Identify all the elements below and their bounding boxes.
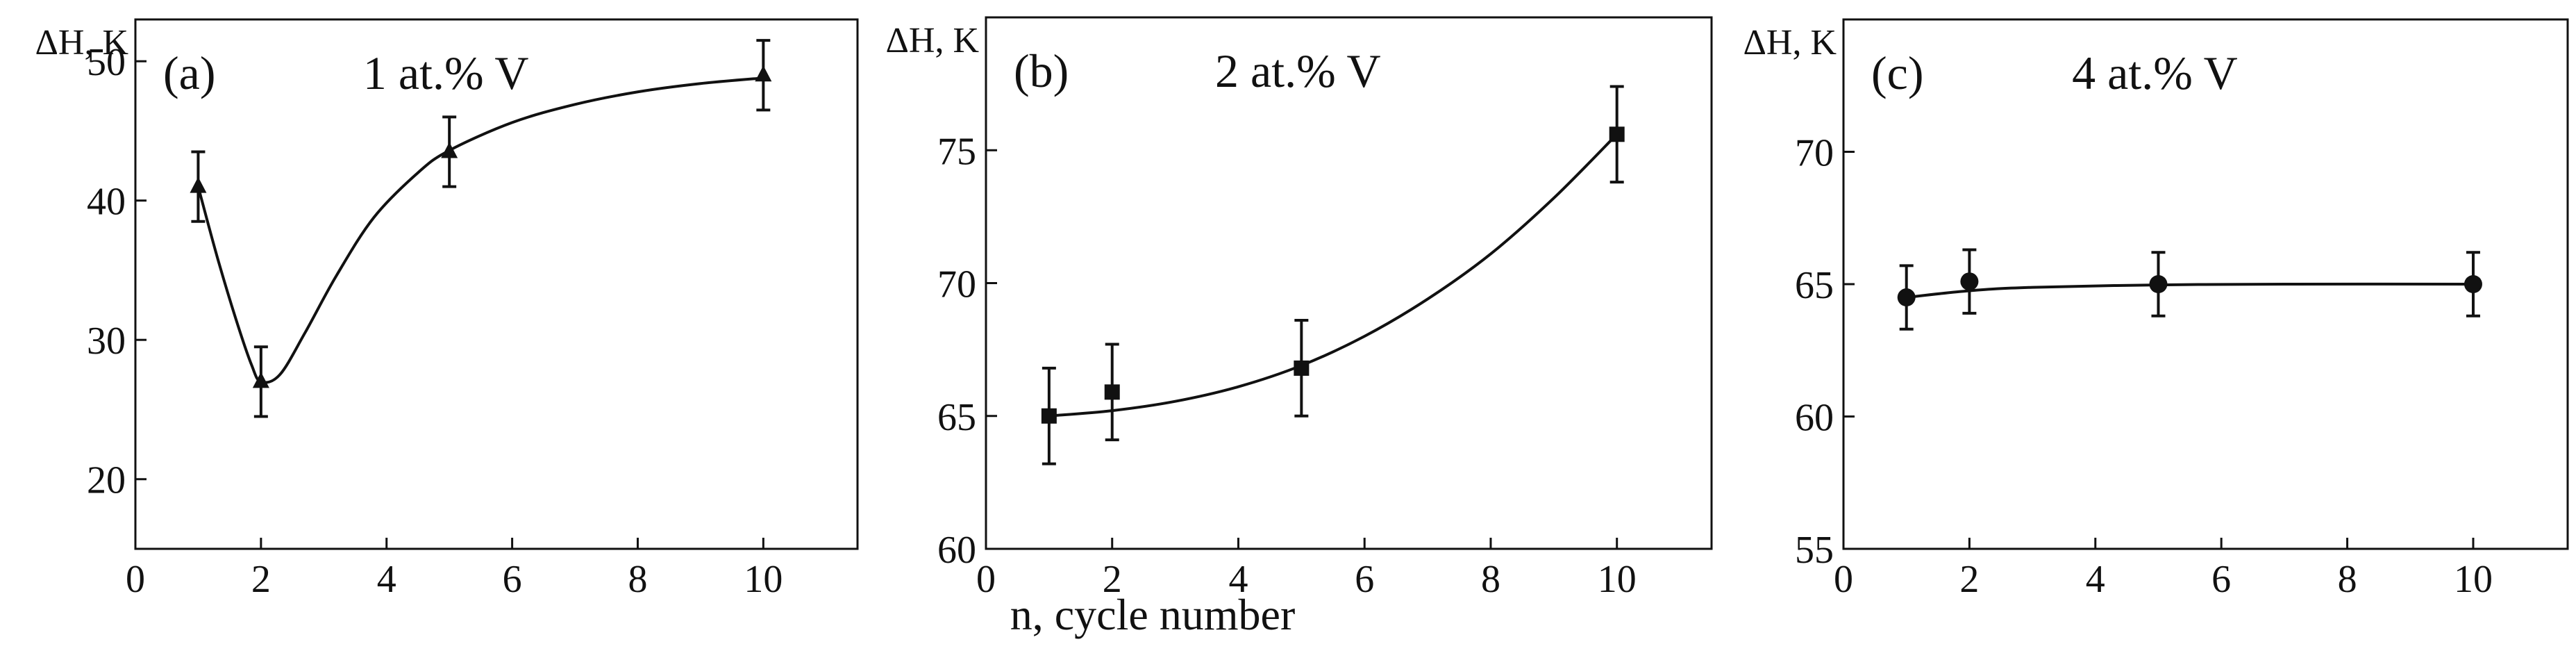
shared-x-axis-label: n, cycle number xyxy=(1010,590,1296,639)
y-tick-label-b: 70 xyxy=(937,263,976,306)
y-tick-label-c: 65 xyxy=(1795,264,1834,307)
panel-letter-b: (b) xyxy=(1014,44,1069,97)
data-point-b xyxy=(1041,408,1057,424)
data-point-c xyxy=(1897,288,1916,307)
data-point-c xyxy=(2149,275,2168,293)
data-point-b xyxy=(1104,384,1120,400)
data-point-a xyxy=(441,142,458,158)
panel-b: 0 2 4 6 8 10 60 65 70 75 ΔH, K (b) 2 at.% V xyxy=(885,16,1713,601)
x-tick-label-b: 4 xyxy=(1228,558,1248,601)
x-tick-label-a: 0 xyxy=(126,558,145,601)
x-tick-label-a: 2 xyxy=(251,558,271,601)
y-axis-label-a: ΔH, K xyxy=(35,23,128,63)
fit-curve-a xyxy=(196,76,764,384)
x-tick-label-b: 10 xyxy=(1598,558,1637,601)
fit-curve-b xyxy=(1048,133,1619,418)
panel-letter-a: (a) xyxy=(163,47,215,99)
x-tick-label-a: 4 xyxy=(377,558,396,601)
data-point-a xyxy=(190,176,207,193)
x-tick-label-b: 0 xyxy=(976,558,996,601)
y-axis-label-c: ΔH, K xyxy=(1743,23,1837,63)
x-tick-label-c: 0 xyxy=(1834,558,1853,601)
x-tick-label-c: 4 xyxy=(2086,558,2105,601)
plot-frame-a xyxy=(134,18,859,550)
y-tick-label-b: 75 xyxy=(937,130,976,173)
x-tick-label-b: 8 xyxy=(1481,558,1500,601)
data-point-c xyxy=(2464,275,2482,293)
x-tick-label-c: 8 xyxy=(2338,558,2357,601)
panel-title-c: 4 at.% V xyxy=(2072,47,2238,99)
data-point-c xyxy=(1960,272,1979,291)
panel-title-a: 1 at.% V xyxy=(363,47,529,99)
x-tick-label-c: 2 xyxy=(1959,558,1979,601)
x-tick-label-a: 10 xyxy=(744,558,783,601)
y-tick-label-a: 20 xyxy=(87,459,126,502)
x-tick-label-c: 10 xyxy=(2454,558,2493,601)
x-tick-label-a: 8 xyxy=(628,558,647,601)
y-tick-label-b: 60 xyxy=(937,529,976,572)
x-tick-label-b: 6 xyxy=(1355,558,1374,601)
y-tick-label-a: 40 xyxy=(87,181,126,224)
data-point-b xyxy=(1294,360,1310,376)
panel-letter-c: (c) xyxy=(1871,47,1923,99)
x-tick-label-b: 2 xyxy=(1103,558,1122,601)
panel-title-b: 2 at.% V xyxy=(1215,44,1381,97)
x-tick-label-a: 6 xyxy=(503,558,522,601)
panel-c: 0 2 4 6 8 10 55 60 65 70 ΔH, K (c) 4 at.% V xyxy=(1743,18,2569,601)
y-tick-label-c: 60 xyxy=(1795,397,1834,440)
fit-curve-c xyxy=(1906,282,2473,299)
y-tick-label-a: 30 xyxy=(87,320,126,363)
data-point-a xyxy=(755,65,772,82)
data-point-a xyxy=(252,372,269,388)
y-axis-label-b: ΔH, K xyxy=(885,21,979,60)
data-point-b xyxy=(1609,126,1625,142)
y-tick-label-a: 50 xyxy=(87,41,126,84)
x-tick-label-c: 6 xyxy=(2211,558,2231,601)
y-tick-label-b: 65 xyxy=(937,396,976,439)
y-tick-label-c: 55 xyxy=(1795,529,1834,572)
y-tick-label-c: 70 xyxy=(1795,132,1834,175)
